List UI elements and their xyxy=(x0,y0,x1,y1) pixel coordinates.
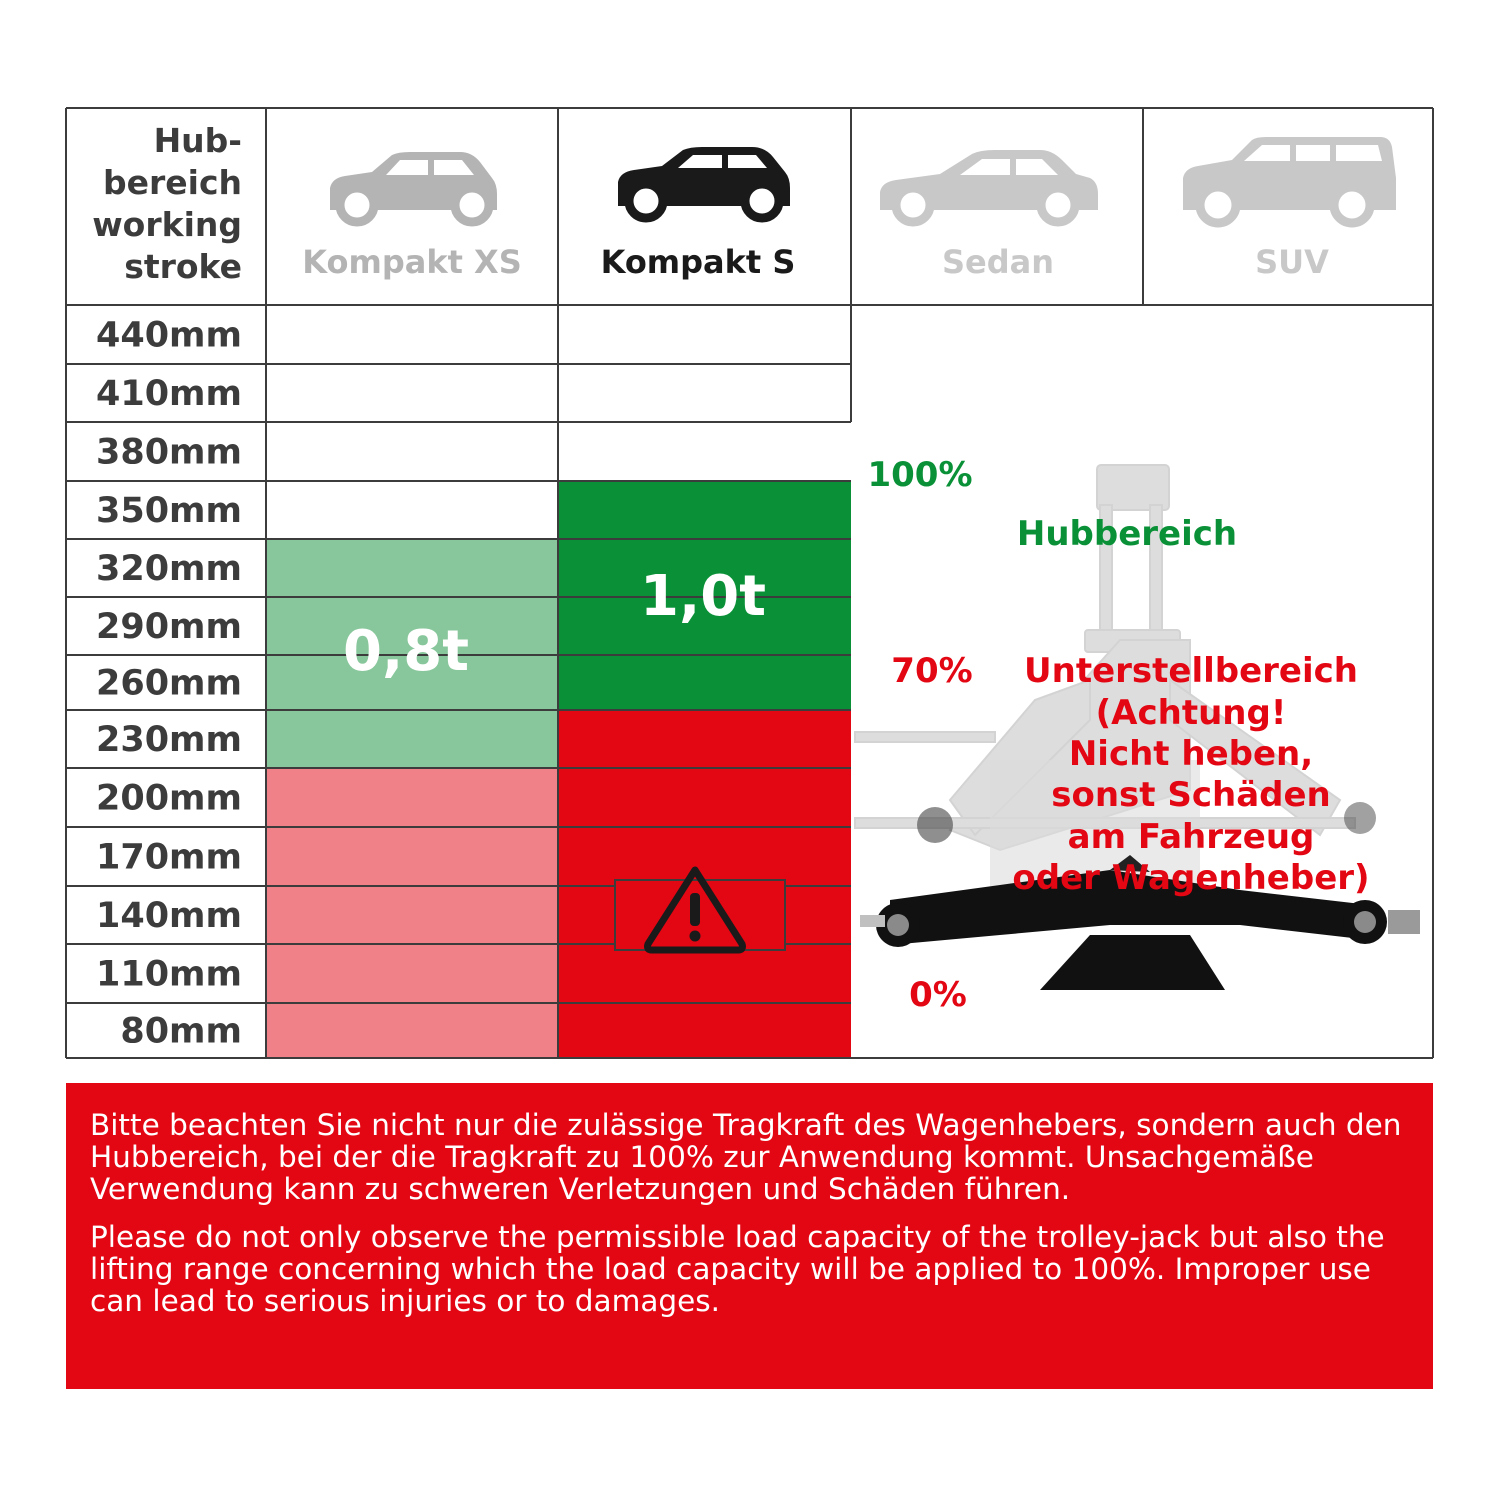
stroke-header-line: working xyxy=(92,205,242,244)
stroke-row-label: 200mm xyxy=(96,779,242,819)
column-label-kompakt-xs: Kompakt XS xyxy=(302,243,522,281)
scissor-jack-icon xyxy=(854,464,1420,990)
support-zone-line: oder Wagenheber) xyxy=(1012,858,1369,898)
load-label-kompakt-s: 1,0t xyxy=(640,564,766,629)
support-zone-line: sonst Schäden xyxy=(1051,775,1331,815)
sedan-car-icon xyxy=(880,150,1098,227)
stroke-header-line: stroke xyxy=(124,247,242,286)
lift-zone-kompakt-xs xyxy=(266,539,558,768)
percent-0-label: 0% xyxy=(909,975,967,1015)
stroke-row-label: 80mm xyxy=(120,1012,242,1052)
load-label-kompakt-xs: 0,8t xyxy=(343,619,469,684)
stroke-row-labels: 440mm 410mm 380mm 350mm 320mm 290mm 260mm 230mm… xyxy=(96,316,242,1052)
stroke-row-label: 170mm xyxy=(96,838,242,878)
hatchback-car-icon xyxy=(618,147,790,223)
support-zone-line: Nicht heben, xyxy=(1069,734,1313,774)
lift-zone-label: Hubbereich xyxy=(1017,514,1237,554)
column-label-sedan: Sedan xyxy=(942,243,1054,281)
stroke-row-label: 350mm xyxy=(96,491,242,531)
stroke-row-label: 440mm xyxy=(96,316,242,356)
notice-text-english: Please do not only observe the permissib… xyxy=(90,1220,1385,1318)
stroke-row-label: 140mm xyxy=(96,896,242,936)
stroke-row-label: 380mm xyxy=(96,433,242,473)
stroke-header: Hub- bereich working stroke xyxy=(92,121,242,286)
stroke-row-label: 230mm xyxy=(96,720,242,760)
stroke-row-label: 110mm xyxy=(96,955,242,995)
suv-car-icon xyxy=(1183,137,1396,228)
support-zone-line: am Fahrzeug xyxy=(1068,817,1315,857)
support-zone-kompakt-xs xyxy=(266,768,558,1058)
support-zone-line: (Achtung! xyxy=(1096,693,1287,733)
warning-triangle-icon xyxy=(644,866,746,954)
safety-notice: Bitte beachten Sie nicht nur die zulässi… xyxy=(66,1083,1433,1389)
stroke-row-label: 260mm xyxy=(96,664,242,704)
stroke-row-label: 290mm xyxy=(96,607,242,647)
hatchback-car-icon xyxy=(330,152,497,227)
support-zone-line: Unterstellbereich xyxy=(1024,651,1358,691)
stroke-header-line: bereich xyxy=(103,163,242,202)
support-zone-label: Unterstellbereich (Achtung! Nicht heben,… xyxy=(1012,651,1369,898)
notice-text-german: Bitte beachten Sie nicht nur die zulässi… xyxy=(90,1108,1402,1206)
percent-100-label: 100% xyxy=(867,455,972,495)
lift-zone-kompakt-s xyxy=(558,481,851,710)
stroke-header-line: Hub- xyxy=(154,121,242,160)
table-grid xyxy=(65,107,1434,1059)
stroke-row-label: 410mm xyxy=(96,374,242,414)
column-label-suv: SUV xyxy=(1255,243,1329,281)
percent-70-label: 70% xyxy=(891,651,972,691)
column-label-kompakt-s: Kompakt S xyxy=(601,243,796,281)
stroke-row-label: 320mm xyxy=(96,549,242,589)
